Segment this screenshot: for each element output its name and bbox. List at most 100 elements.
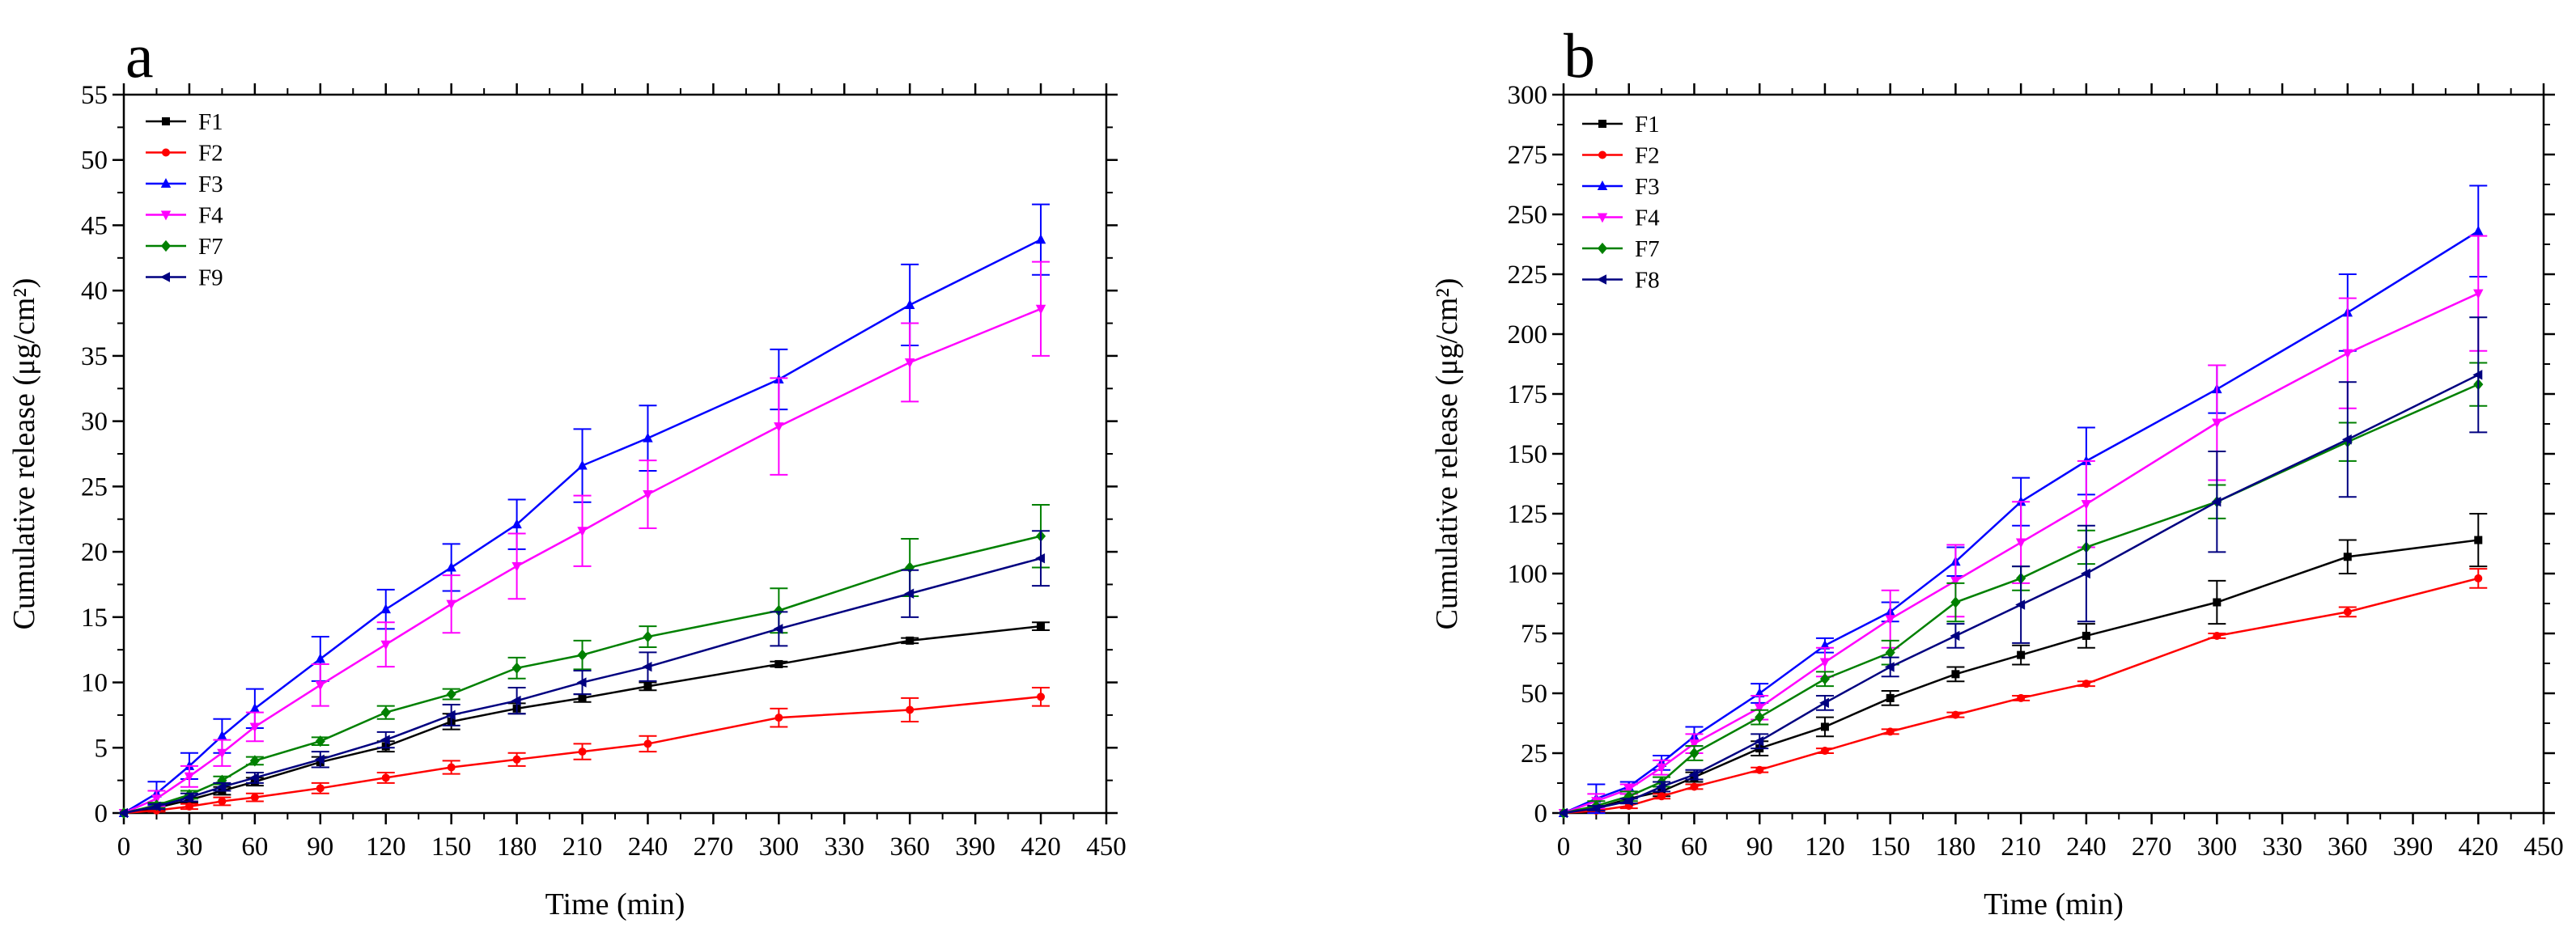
- legend-label: F9: [198, 265, 223, 291]
- y-tick-label: 50: [81, 146, 108, 176]
- data-point: [2211, 496, 2222, 507]
- legend-label: F4: [198, 203, 223, 229]
- data-point: [577, 460, 588, 470]
- data-point: [315, 680, 326, 691]
- legend-label: F1: [1635, 112, 1660, 138]
- x-tick-label: 330: [825, 832, 865, 862]
- data-point: [2017, 650, 2026, 659]
- data-point: [184, 772, 195, 782]
- data-point: [643, 490, 653, 500]
- data-point: [774, 422, 784, 433]
- data-point: [248, 773, 259, 783]
- data-point: [577, 527, 588, 537]
- y-axis-title: Cumulative release (μg/cm²): [1430, 278, 1464, 630]
- series-line: [1563, 383, 2479, 815]
- data-point: [2341, 434, 2352, 445]
- x-tick-label: 210: [562, 832, 603, 862]
- y-tick-label: 50: [1521, 680, 1547, 709]
- series-line: [123, 239, 1042, 815]
- x-tick-label: 300: [759, 832, 800, 862]
- x-tick-label: 420: [2459, 832, 2499, 862]
- data-point: [1623, 795, 1633, 807]
- x-tick-label: 210: [2001, 832, 2041, 862]
- data-point: [578, 748, 587, 756]
- data-point: [1656, 781, 1666, 792]
- legend-swatch-marker: [160, 272, 170, 282]
- data-point: [2080, 568, 2090, 579]
- data-point: [1754, 703, 1765, 714]
- data-point: [1558, 807, 1568, 819]
- series-f1: [1560, 513, 2488, 817]
- data-point: [151, 801, 161, 812]
- x-tick-label: 330: [2262, 832, 2302, 862]
- y-tick-label: 250: [1508, 201, 1548, 230]
- data-point: [774, 659, 783, 668]
- data-point: [2015, 538, 2026, 548]
- data-point: [2473, 289, 2484, 299]
- legend-swatch-marker: [1597, 274, 1606, 285]
- plot-frame: [1562, 93, 2545, 815]
- data-point: [249, 755, 260, 767]
- data-point: [906, 636, 915, 645]
- panel-label: b: [1564, 20, 1595, 91]
- series-line: [1563, 539, 2479, 815]
- data-point: [1689, 747, 1700, 760]
- legend-swatch-marker: [160, 239, 172, 252]
- series-line: [1563, 374, 2479, 815]
- data-point: [642, 661, 652, 672]
- data-point: [380, 735, 390, 745]
- series-f7: [118, 503, 1050, 820]
- data-point: [2343, 608, 2352, 616]
- series-line: [123, 535, 1042, 815]
- x-tick-label: 450: [2523, 832, 2564, 862]
- data-point: [1035, 234, 1046, 244]
- x-tick-label: 0: [117, 832, 131, 862]
- y-tick-label: 25: [81, 472, 108, 502]
- legend-label: F3: [1635, 174, 1660, 200]
- legend-label: F1: [198, 109, 223, 135]
- y-tick-label: 125: [1508, 500, 1548, 529]
- x-tick-label: 90: [307, 832, 333, 862]
- legend-swatch-marker: [160, 178, 172, 188]
- legend-swatch-marker: [162, 148, 170, 157]
- data-point: [511, 695, 521, 706]
- legend-swatch-marker: [162, 117, 170, 125]
- data-point: [2213, 631, 2222, 640]
- data-point: [185, 802, 193, 811]
- legend-swatch-marker: [1598, 120, 1606, 128]
- data-point: [447, 763, 456, 772]
- data-point: [1951, 710, 1960, 719]
- data-point: [904, 588, 915, 599]
- legend-swatch-marker: [1597, 180, 1608, 190]
- x-tick-label: 360: [2328, 832, 2368, 862]
- legend-swatch-marker: [1598, 150, 1606, 159]
- data-point: [1950, 596, 1961, 608]
- data-point: [577, 649, 588, 661]
- x-tick-label: 90: [1746, 832, 1773, 862]
- y-tick-label: 100: [1508, 560, 1548, 589]
- data-point: [1656, 763, 1667, 773]
- data-point: [511, 662, 522, 674]
- legend-label: F2: [198, 141, 223, 167]
- y-tick-label: 15: [81, 604, 108, 633]
- x-tick-label: 390: [2393, 832, 2434, 862]
- legend-label: F7: [198, 234, 223, 260]
- data-point: [1623, 785, 1634, 795]
- x-tick-label: 240: [628, 832, 668, 862]
- data-point: [643, 739, 652, 748]
- data-point: [511, 561, 522, 572]
- x-tick-label: 0: [1557, 832, 1571, 862]
- y-tick-label: 0: [95, 799, 108, 828]
- data-point: [1819, 658, 1831, 668]
- legend-swatch-marker: [160, 210, 172, 221]
- legend-label: F7: [1635, 236, 1660, 262]
- data-point: [380, 706, 391, 718]
- series-f2: [120, 687, 1050, 817]
- y-tick-label: 0: [1534, 799, 1548, 828]
- data-point: [1657, 792, 1666, 801]
- x-tick-label: 420: [1021, 832, 1061, 862]
- legend-swatch-marker: [1597, 242, 1608, 255]
- data-point: [250, 793, 259, 802]
- legend-label: F4: [1635, 205, 1660, 231]
- panel-b-chart: 0 30 60 90 120 150 180 210 240 270 300 330 360 390 420…: [1430, 20, 2564, 921]
